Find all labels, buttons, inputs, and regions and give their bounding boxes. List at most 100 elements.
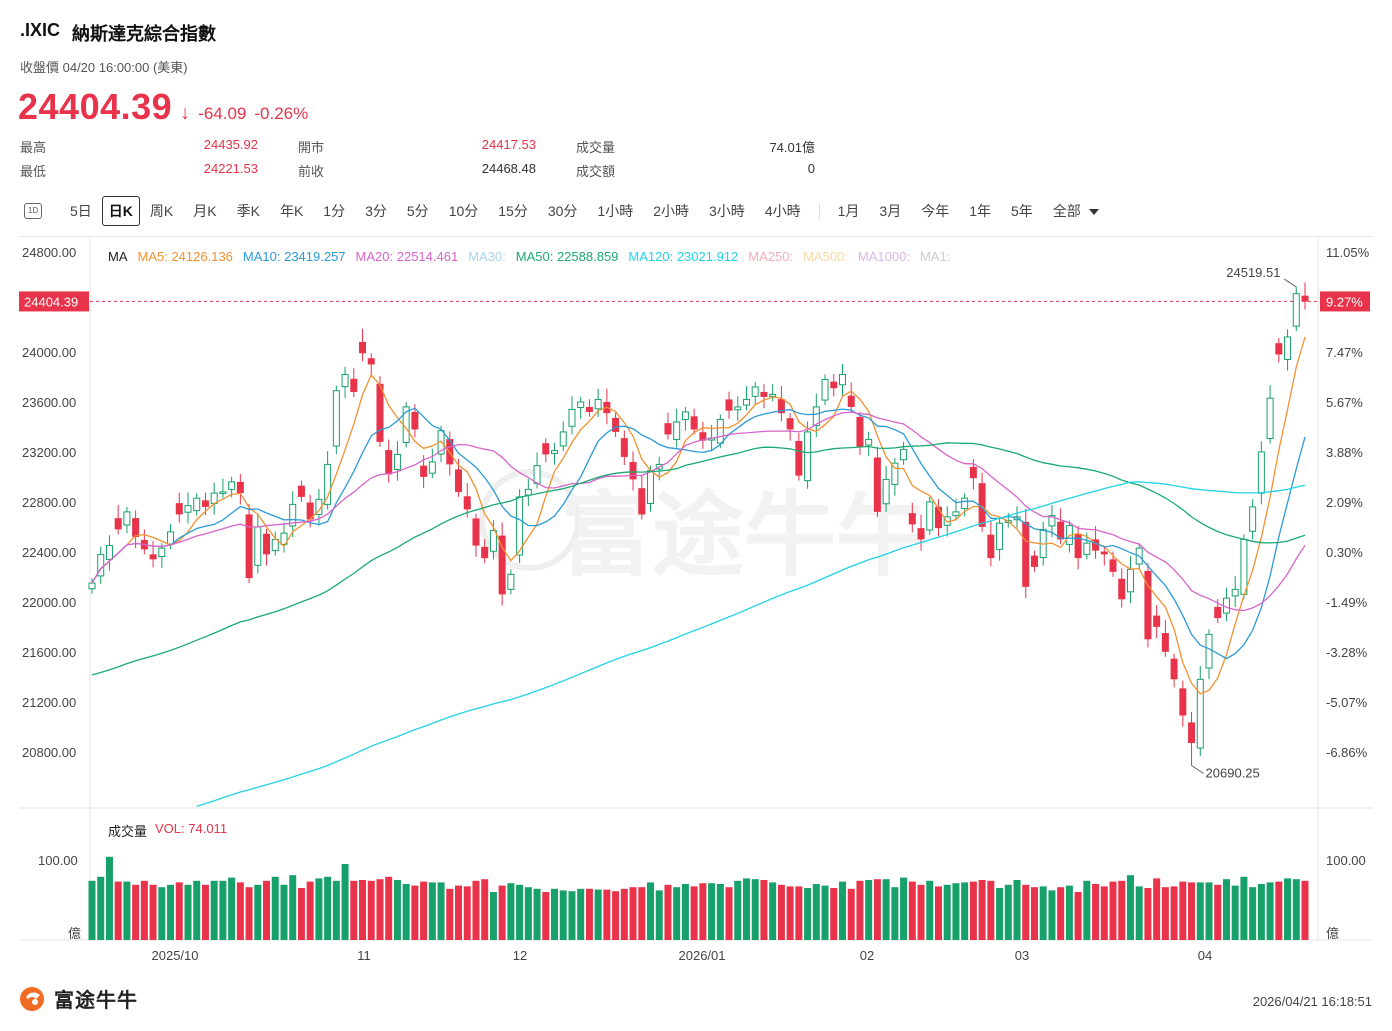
tab-6[interactable]: 1分 bbox=[323, 203, 346, 219]
candle-body-down bbox=[1275, 343, 1283, 355]
tab-11[interactable]: 30分 bbox=[547, 203, 578, 219]
volume-bar bbox=[280, 884, 288, 940]
volume-bar bbox=[533, 888, 541, 940]
candle-body-up bbox=[533, 465, 541, 484]
volume-bar bbox=[725, 887, 733, 940]
candle-body-down bbox=[367, 358, 375, 365]
candle-body-down bbox=[908, 513, 916, 525]
tab-16[interactable]: 1月 bbox=[837, 203, 860, 219]
candle-body-down bbox=[1057, 521, 1065, 540]
tab-1[interactable]: 日K bbox=[101, 196, 140, 226]
tab-8[interactable]: 5分 bbox=[406, 203, 429, 219]
day-view-icon[interactable]: 1D bbox=[24, 203, 42, 219]
tab-0[interactable]: 5日 bbox=[70, 203, 92, 219]
tab-7[interactable]: 3分 bbox=[365, 203, 387, 219]
price-tick-label: 23600.00 bbox=[22, 395, 76, 410]
kline-chart[interactable]: 富途牛牛 24800.00 11.05% 24000.00 7.47% 23600.00 5… bbox=[0, 236, 1392, 970]
volume-bar bbox=[455, 885, 463, 940]
candle-body-down bbox=[725, 399, 733, 411]
volume-bar bbox=[978, 880, 986, 940]
watermark-icon bbox=[479, 469, 581, 571]
candle-body-up bbox=[341, 373, 349, 388]
volume-bar bbox=[105, 856, 113, 940]
volume-bar bbox=[201, 884, 209, 940]
volume-bar bbox=[245, 887, 253, 940]
volume-bar bbox=[489, 892, 497, 940]
candle-body-down bbox=[420, 465, 428, 477]
volume-bar bbox=[1301, 880, 1309, 940]
ma20-line bbox=[91, 411, 1306, 612]
stat-label-open: 開市 bbox=[298, 140, 325, 155]
volume-bar bbox=[114, 881, 122, 940]
candle-body-down bbox=[690, 416, 698, 430]
tab-5[interactable]: 年K bbox=[279, 203, 304, 219]
tab-12[interactable]: 1小時 bbox=[597, 203, 634, 219]
volume-bar bbox=[481, 879, 489, 940]
tab-18[interactable]: 今年 bbox=[921, 203, 950, 219]
pct-tick-label: 7.47% bbox=[1326, 345, 1363, 360]
price-tick-label: 21600.00 bbox=[22, 645, 76, 660]
candle-body-down bbox=[585, 406, 593, 412]
volume-bar bbox=[446, 888, 454, 940]
tab-21[interactable]: 全部 bbox=[1043, 197, 1109, 225]
volume-bar bbox=[1048, 890, 1056, 940]
volume-bar bbox=[1170, 886, 1178, 940]
current-price-tag bbox=[19, 291, 89, 312]
volume-tick-label-right: 100.00 bbox=[1326, 853, 1366, 868]
tab-4[interactable]: 季K bbox=[236, 203, 260, 219]
x-axis-label: 03 bbox=[1015, 948, 1029, 963]
high-annotation-leader bbox=[1283, 278, 1297, 288]
volume-bar bbox=[961, 882, 969, 940]
candle-body-down bbox=[306, 502, 314, 520]
stat-label-turnover: 成交額 bbox=[576, 164, 616, 179]
volume-bar bbox=[673, 887, 681, 940]
candle-body-up bbox=[769, 393, 777, 397]
candle-body-up bbox=[838, 373, 846, 386]
candle-body-down bbox=[175, 503, 183, 515]
x-axis-label: 2026/01 bbox=[679, 948, 726, 963]
volume-bar bbox=[620, 888, 628, 940]
volume-bar bbox=[1030, 887, 1038, 940]
candle-body-down bbox=[1144, 570, 1152, 640]
candle-body-down bbox=[1100, 551, 1108, 555]
tab-9[interactable]: 10分 bbox=[448, 203, 479, 219]
volume-bar bbox=[585, 888, 593, 940]
pct-tick-label: 3.88% bbox=[1326, 445, 1363, 460]
tab-14[interactable]: 3小時 bbox=[709, 203, 745, 219]
volume-bar bbox=[1074, 892, 1082, 940]
tab-2[interactable]: 周K bbox=[149, 203, 174, 219]
x-axis-label: 12 bbox=[513, 948, 527, 963]
volume-bar bbox=[568, 891, 576, 940]
volume-bar bbox=[542, 892, 550, 940]
volume-bar bbox=[629, 887, 637, 940]
volume-bar bbox=[1240, 876, 1248, 940]
volume-bar bbox=[1249, 887, 1257, 940]
volume-bar bbox=[708, 883, 716, 940]
tab-13[interactable]: 2小時 bbox=[653, 203, 690, 219]
volume-bar bbox=[1135, 886, 1143, 940]
pct-tick-label: 0.30% bbox=[1326, 545, 1363, 560]
volume-bar bbox=[742, 878, 750, 940]
candle-body-up bbox=[551, 450, 559, 454]
price-change: -64.09 bbox=[198, 104, 247, 123]
futu-logo[interactable]: 富途牛牛 bbox=[18, 984, 138, 1013]
tab-19[interactable]: 1年 bbox=[969, 203, 991, 219]
volume-bar bbox=[551, 888, 559, 940]
candle-body-up bbox=[647, 470, 655, 504]
tab-17[interactable]: 3月 bbox=[879, 203, 902, 219]
tab-10[interactable]: 15分 bbox=[498, 203, 528, 219]
volume-bar bbox=[516, 884, 524, 940]
volume-bar bbox=[1222, 879, 1230, 940]
volume-bar bbox=[402, 884, 410, 940]
volume-bar bbox=[856, 880, 864, 940]
x-axis-label: 2025/10 bbox=[152, 948, 199, 963]
volume-bar bbox=[943, 884, 951, 940]
tab-3[interactable]: 月K bbox=[193, 203, 217, 219]
tab-15[interactable]: 4小時 bbox=[764, 203, 801, 219]
volume-bar bbox=[926, 880, 934, 940]
tab-20[interactable]: 5年 bbox=[1011, 203, 1033, 219]
candle-body-down bbox=[455, 469, 463, 492]
ma-legend-item: MA30: bbox=[468, 249, 506, 264]
volume-bar bbox=[376, 879, 384, 940]
candle-body-up bbox=[324, 463, 332, 505]
